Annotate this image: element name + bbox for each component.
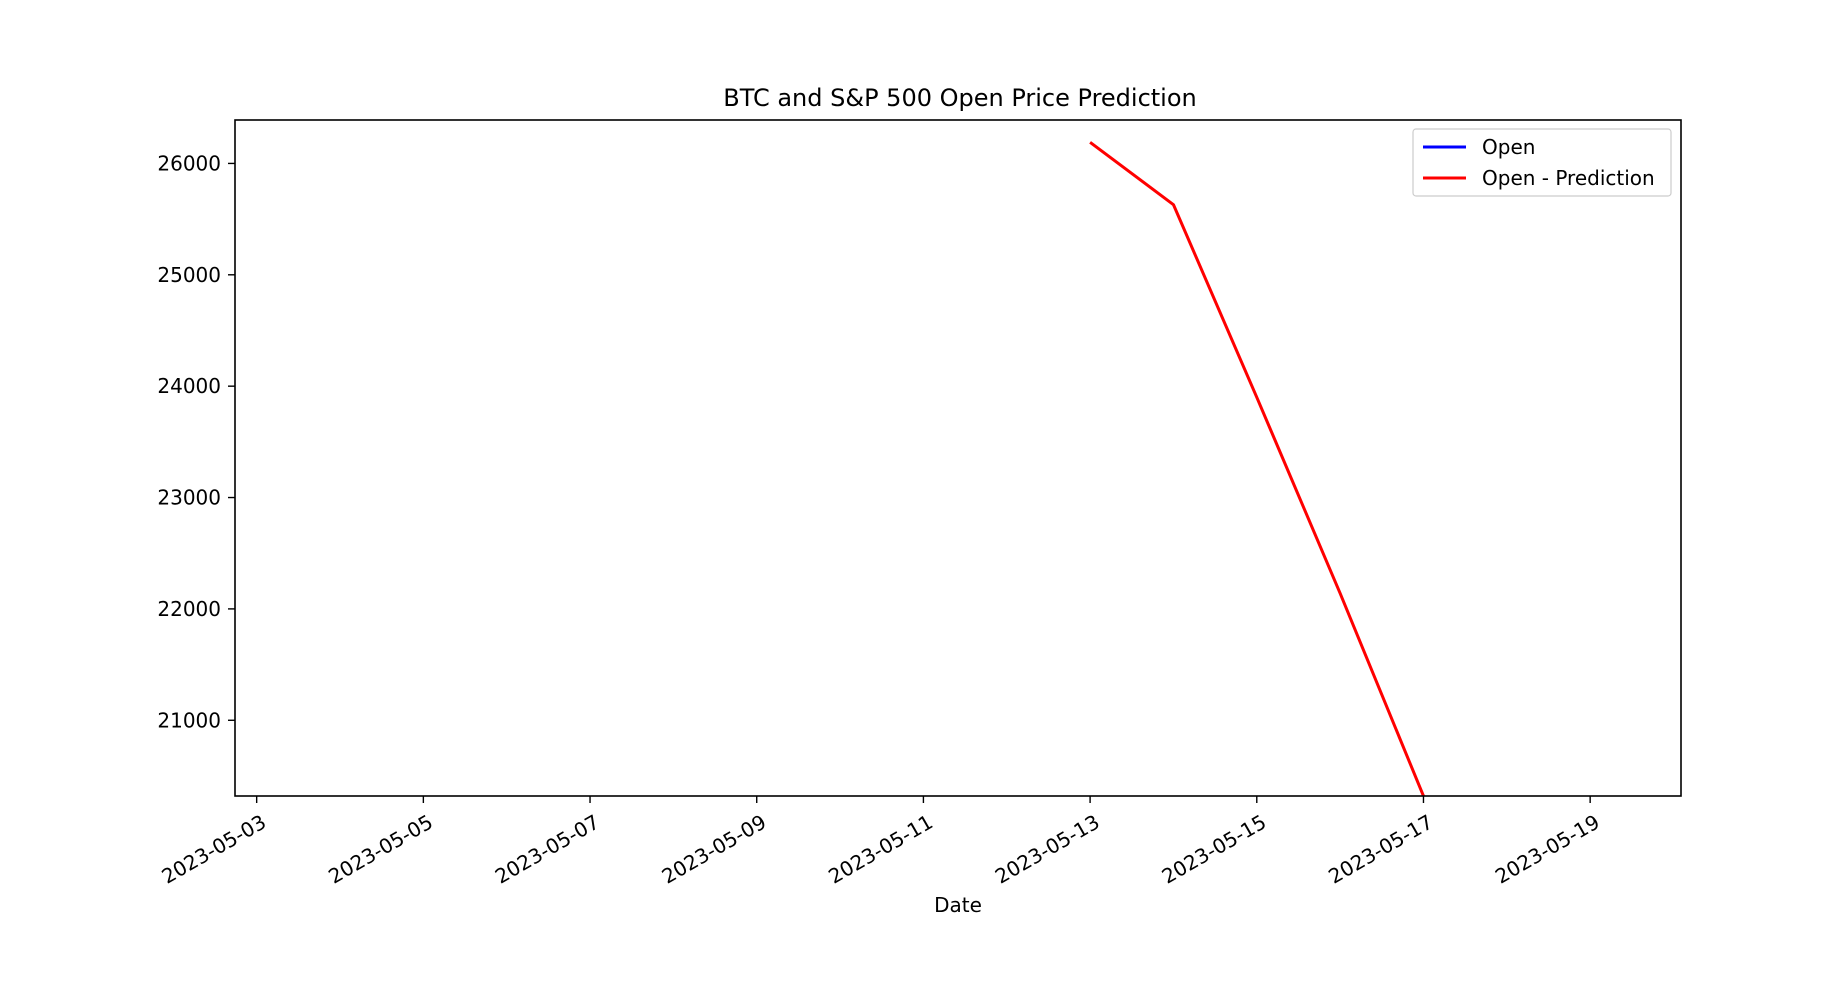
y-tick-label: 23000 bbox=[157, 486, 221, 510]
y-tick-label: 22000 bbox=[157, 597, 221, 621]
series-line-open-prediction bbox=[1089, 141, 1425, 796]
plot-area bbox=[1089, 141, 1425, 796]
legend-box bbox=[1412, 128, 1672, 197]
legend: Open Open - Prediction bbox=[1412, 128, 1672, 197]
legend-label-open-prediction: Open - Prediction bbox=[1482, 166, 1655, 190]
y-tick-label: 26000 bbox=[157, 151, 221, 175]
y-axis: 21000 22000 23000 24000 25000 26000 bbox=[157, 151, 235, 732]
x-axis-label: Date bbox=[934, 893, 982, 917]
legend-label-open: Open bbox=[1482, 135, 1535, 159]
axes-frame bbox=[234, 119, 1682, 797]
y-tick-label: 24000 bbox=[157, 374, 221, 398]
y-tick-label: 21000 bbox=[157, 708, 221, 732]
chart-title: BTC and S&P 500 Open Price Prediction bbox=[723, 84, 1197, 112]
y-tick-label: 25000 bbox=[157, 263, 221, 287]
